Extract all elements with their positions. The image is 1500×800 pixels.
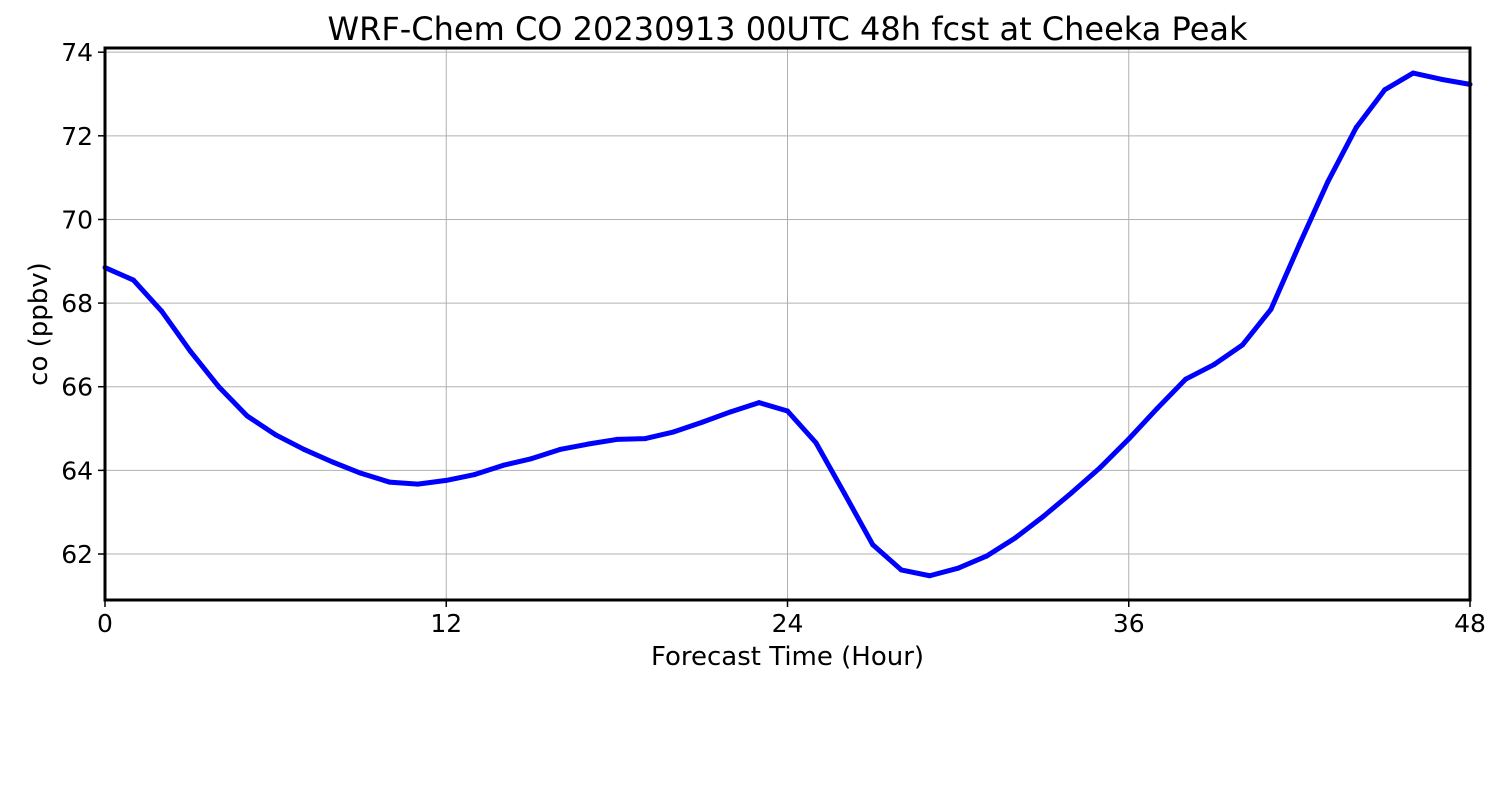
data-point (130, 277, 136, 283)
data-point (1353, 124, 1359, 130)
data-point (955, 565, 961, 571)
y-tick-label: 62 (61, 540, 93, 569)
data-point (699, 419, 705, 425)
data-point (273, 432, 279, 438)
series-layer (102, 70, 1473, 579)
data-point (301, 446, 307, 452)
data-point (642, 436, 648, 442)
data-point (187, 348, 193, 354)
x-tick-label: 36 (1113, 609, 1145, 638)
data-point (472, 472, 478, 478)
data-point (1268, 306, 1274, 312)
data-point (1183, 376, 1189, 382)
data-point (443, 477, 449, 483)
data-point (1069, 490, 1075, 496)
data-point (1410, 70, 1416, 76)
data-point (1040, 513, 1046, 519)
data-point (870, 542, 876, 548)
y-axis-label: co (ppbv) (24, 262, 54, 386)
data-point (159, 308, 165, 314)
data-point (813, 440, 819, 446)
data-point (330, 459, 335, 465)
axis-ticks: 0 12 24 36 48 62 64 66 68 70 72 74 (61, 38, 1486, 638)
y-tick-label: 64 (61, 456, 93, 485)
data-point (500, 462, 506, 468)
x-axis-label: Forecast Time (Hour) (651, 642, 924, 672)
data-point (614, 436, 620, 442)
x-tick-label: 24 (772, 609, 804, 638)
data-point (415, 481, 421, 487)
data-point (244, 413, 250, 419)
data-point (671, 429, 677, 435)
data-point (358, 470, 364, 476)
data-point (1097, 464, 1103, 470)
data-point (1325, 179, 1331, 185)
data-point (1154, 405, 1160, 411)
grid-lines (104, 48, 1471, 600)
x-tick-label: 0 (97, 609, 113, 638)
data-point (386, 479, 392, 485)
data-point (728, 409, 734, 415)
x-tick-label: 48 (1454, 609, 1486, 638)
chart-title: WRF-Chem CO 20230913 00UTC 48h fcst at C… (327, 10, 1248, 48)
y-tick-label: 70 (61, 205, 93, 234)
data-point (585, 441, 591, 447)
data-point (1382, 87, 1388, 93)
data-point (1296, 242, 1302, 248)
data-point (898, 567, 904, 573)
data-point (557, 446, 563, 452)
data-point (216, 384, 222, 390)
data-point (756, 400, 762, 406)
data-point (529, 456, 535, 462)
y-tick-label: 72 (61, 122, 93, 151)
data-point (1439, 76, 1445, 82)
data-point (785, 408, 790, 414)
data-point (1126, 436, 1132, 442)
x-tick-label: 12 (430, 609, 462, 638)
data-point (841, 490, 847, 496)
data-point (927, 573, 933, 579)
y-tick-label: 74 (61, 38, 93, 67)
y-tick-label: 66 (61, 373, 93, 402)
data-point (1012, 535, 1018, 541)
data-point (1211, 362, 1217, 368)
data-point (1240, 342, 1245, 348)
data-point (984, 553, 990, 559)
y-tick-label: 68 (61, 289, 93, 318)
